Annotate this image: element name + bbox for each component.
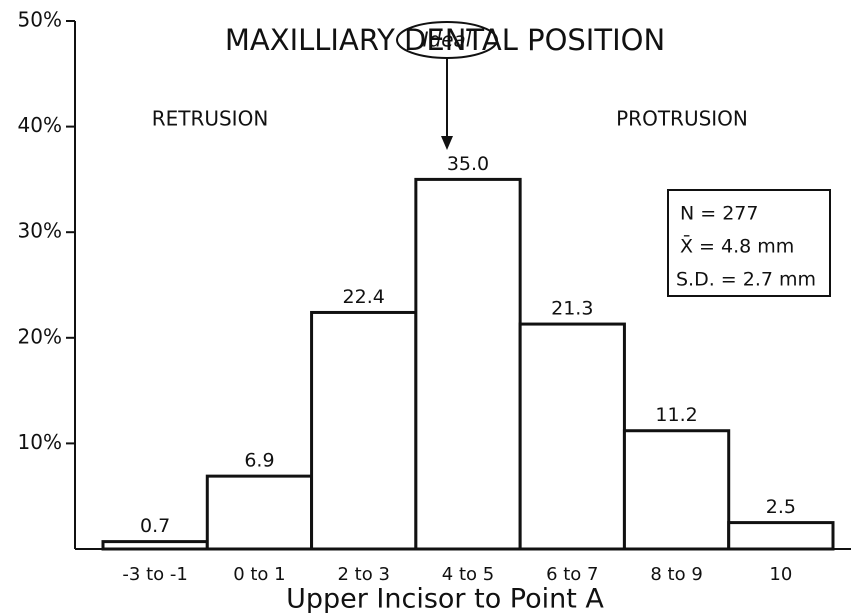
- y-tick-label: 30%: [18, 219, 62, 243]
- stat: S.D. = 2.7 mm: [676, 269, 816, 291]
- value-label: 35.0: [447, 153, 489, 175]
- chart-title: MAXILLIARY DENTAL POSITION: [225, 23, 665, 57]
- value-label: 2.5: [766, 496, 796, 518]
- annotation: Ideal: [423, 28, 472, 52]
- stats-box: [667, 189, 831, 297]
- y-tick-label: 50%: [18, 8, 62, 32]
- y-tick-label: 40%: [18, 113, 62, 137]
- value-label: 6.9: [244, 450, 274, 472]
- x-tick-label: -3 to -1: [122, 564, 187, 585]
- y-tick-label: 10%: [18, 430, 62, 454]
- x-axis-label: Upper Incisor to Point A: [286, 584, 604, 615]
- x-tick-label: 10: [769, 564, 792, 585]
- value-label: 21.3: [551, 298, 593, 320]
- bar: [727, 521, 835, 551]
- bar: [414, 177, 522, 551]
- bar: [518, 322, 626, 551]
- bar: [622, 429, 731, 551]
- annotation: RETRUSION: [152, 107, 269, 131]
- stat: X̄ = 4.8 mm: [680, 233, 794, 257]
- x-tick-label: 0 to 1: [233, 564, 285, 585]
- annotation: PROTRUSION: [616, 107, 748, 131]
- bar: [101, 540, 209, 551]
- value-label: 22.4: [343, 286, 385, 308]
- x-tick-label: 6 to 7: [546, 564, 598, 585]
- value-label: 0.7: [140, 515, 170, 537]
- bar: [205, 474, 314, 551]
- x-tick-label: 4 to 5: [442, 564, 494, 585]
- x-tick-label: 8 to 9: [650, 564, 702, 585]
- bar: [310, 310, 418, 551]
- stat: N = 277: [680, 203, 758, 225]
- value-label: 11.2: [655, 404, 697, 426]
- x-tick-label: 2 to 3: [338, 564, 390, 585]
- ideal-arrowhead: [441, 136, 453, 150]
- y-tick-label: 20%: [18, 324, 62, 348]
